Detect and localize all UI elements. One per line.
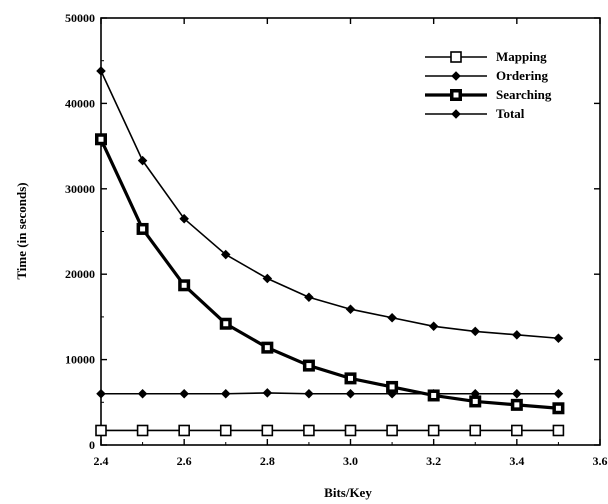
point-searching xyxy=(136,222,149,235)
point-total xyxy=(179,213,189,224)
x-tick-label: 3.0 xyxy=(343,454,358,468)
point-searching xyxy=(427,389,440,402)
point-searching-inner xyxy=(98,136,104,142)
x-tick-label: 2.8 xyxy=(260,454,275,468)
legend-item-total: Total xyxy=(425,106,525,121)
point-searching-inner xyxy=(431,392,437,398)
point-searching xyxy=(552,402,565,415)
point-mapping xyxy=(552,424,565,437)
point-searching xyxy=(386,380,399,393)
point-searching-inner xyxy=(389,384,395,390)
series-total xyxy=(96,66,564,344)
y-tick-label: 30000 xyxy=(65,182,95,196)
point-mapping xyxy=(511,424,523,437)
point-searching-inner xyxy=(306,363,312,369)
point-total xyxy=(470,326,481,337)
point-total xyxy=(387,312,397,323)
point-total xyxy=(553,333,564,344)
point-ordering xyxy=(262,388,273,398)
legend-label-ordering: Ordering xyxy=(496,68,548,83)
point-ordering xyxy=(220,388,231,399)
point-ordering xyxy=(512,388,522,399)
x-tick-label: 2.6 xyxy=(177,454,192,468)
point-total xyxy=(345,304,356,314)
y-tick-label: 20000 xyxy=(65,267,95,281)
point-total xyxy=(220,249,231,260)
point-searching xyxy=(469,395,482,408)
point-total xyxy=(428,321,439,332)
y-tick-label: 40000 xyxy=(65,96,95,110)
point-ordering xyxy=(96,388,106,399)
point-searching-inner xyxy=(181,282,187,288)
x-axis-title: Bits/Key xyxy=(324,485,372,500)
point-searching-inner xyxy=(514,402,520,408)
point-mapping xyxy=(261,424,274,437)
y-tick-label: 0 xyxy=(89,438,95,452)
x-tick-label: 2.4 xyxy=(94,454,109,468)
point-searching xyxy=(344,372,357,385)
point-mapping xyxy=(303,424,315,437)
point-mapping xyxy=(469,424,482,437)
series-line-ordering xyxy=(101,392,559,395)
point-total xyxy=(137,155,148,166)
point-searching xyxy=(510,398,523,411)
x-tick-label: 3.6 xyxy=(593,454,608,468)
point-ordering xyxy=(304,388,314,399)
point-searching xyxy=(302,359,315,372)
point-mapping xyxy=(95,424,107,437)
point-ordering xyxy=(179,388,189,399)
y-axis-title: Time (in seconds) xyxy=(14,182,29,279)
point-searching-inner xyxy=(472,398,478,404)
point-searching xyxy=(219,317,232,330)
legend-marker-total xyxy=(451,109,461,119)
legend: Mapping Ordering Searching Total xyxy=(425,49,552,121)
y-tick-label: 50000 xyxy=(65,11,95,25)
point-searching-inner xyxy=(223,321,229,327)
y-tick-label: 10000 xyxy=(65,353,95,367)
axes: 2.4 2.6 2.8 3.0 3.2 3.4 3.6 0 10000 20000 30000 400… xyxy=(65,11,608,468)
series-line-searching xyxy=(99,138,559,410)
point-mapping xyxy=(219,424,232,437)
point-ordering xyxy=(345,388,356,399)
point-searching-inner xyxy=(348,375,353,381)
legend-marker-ordering xyxy=(451,71,461,81)
point-searching xyxy=(261,341,274,354)
point-searching-inner xyxy=(264,345,270,351)
legend-label-mapping: Mapping xyxy=(496,49,547,64)
legend-item-mapping: Mapping xyxy=(425,49,547,64)
point-mapping xyxy=(386,424,398,437)
legend-item-ordering: Ordering xyxy=(425,68,548,83)
point-searching xyxy=(178,279,191,292)
point-total xyxy=(304,292,314,303)
series-ordering xyxy=(96,388,564,399)
series-mapping xyxy=(95,424,565,437)
series-searching xyxy=(95,133,565,415)
point-mapping xyxy=(136,424,149,437)
point-mapping xyxy=(344,424,357,437)
point-total xyxy=(262,273,273,284)
point-searching-inner xyxy=(555,405,561,411)
point-total xyxy=(96,66,106,76)
legend-label-searching: Searching xyxy=(496,87,552,102)
point-ordering xyxy=(553,388,564,399)
point-searching-inner xyxy=(140,226,146,232)
legend-marker-mapping xyxy=(450,51,462,63)
legend-item-searching: Searching xyxy=(425,87,552,102)
point-searching xyxy=(95,133,107,146)
legend-label-total: Total xyxy=(496,106,525,121)
x-tick-label: 3.4 xyxy=(509,454,524,468)
series-line-total xyxy=(100,70,559,340)
point-ordering xyxy=(137,388,148,399)
point-mapping xyxy=(427,424,440,437)
point-total xyxy=(512,330,522,340)
series-layer xyxy=(95,66,565,437)
point-mapping xyxy=(178,424,190,437)
x-tick-label: 3.2 xyxy=(426,454,441,468)
legend-marker-searching-inner xyxy=(453,92,459,98)
legend-marker-searching xyxy=(450,89,462,101)
